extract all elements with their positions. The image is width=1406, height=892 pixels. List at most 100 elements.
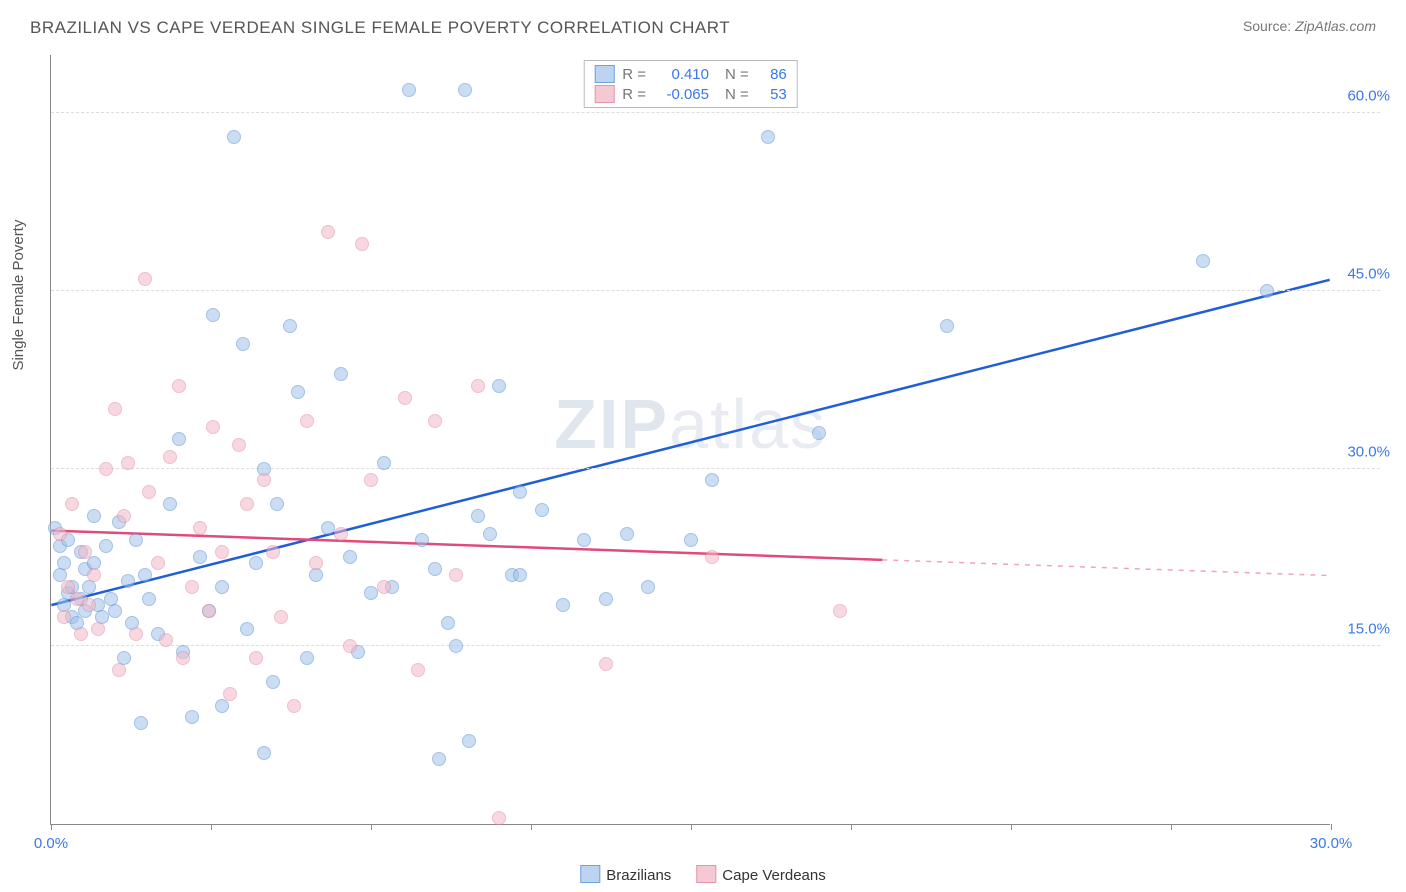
- data-point-cape_verdeans: [428, 414, 442, 428]
- data-point-brazilians: [1260, 284, 1274, 298]
- data-point-brazilians: [99, 539, 113, 553]
- legend-swatch: [594, 85, 614, 103]
- data-point-cape_verdeans: [705, 550, 719, 564]
- legend-correlation-row: R =0.410N =86: [584, 64, 797, 84]
- data-point-brazilians: [108, 604, 122, 618]
- data-point-brazilians: [684, 533, 698, 547]
- data-point-brazilians: [163, 497, 177, 511]
- data-point-cape_verdeans: [300, 414, 314, 428]
- data-point-cape_verdeans: [206, 420, 220, 434]
- data-point-cape_verdeans: [185, 580, 199, 594]
- y-axis-label: Single Female Poverty: [10, 220, 27, 371]
- data-point-brazilians: [441, 616, 455, 630]
- data-point-brazilians: [471, 509, 485, 523]
- x-tick: [371, 824, 372, 830]
- trend-line-cape_verdeans: [51, 531, 882, 560]
- data-point-brazilians: [257, 746, 271, 760]
- data-point-cape_verdeans: [142, 485, 156, 499]
- gridline: [51, 468, 1380, 469]
- legend-swatch: [580, 865, 600, 883]
- data-point-cape_verdeans: [398, 391, 412, 405]
- data-point-brazilians: [343, 550, 357, 564]
- data-point-cape_verdeans: [65, 497, 79, 511]
- data-point-cape_verdeans: [321, 225, 335, 239]
- data-point-cape_verdeans: [240, 497, 254, 511]
- data-point-brazilians: [377, 456, 391, 470]
- y-tick-label: 60.0%: [1335, 88, 1390, 105]
- data-point-brazilians: [172, 432, 186, 446]
- data-point-brazilians: [483, 527, 497, 541]
- data-point-cape_verdeans: [172, 379, 186, 393]
- data-point-cape_verdeans: [193, 521, 207, 535]
- x-tick: [1011, 824, 1012, 830]
- data-point-brazilians: [812, 426, 826, 440]
- legend-r-label: R =: [622, 86, 646, 103]
- data-point-brazilians: [215, 580, 229, 594]
- data-point-cape_verdeans: [257, 473, 271, 487]
- data-point-cape_verdeans: [599, 657, 613, 671]
- data-point-brazilians: [761, 130, 775, 144]
- series-legend: Brazilians Cape Verdeans: [580, 865, 825, 884]
- watermark: ZIPatlas: [554, 384, 827, 464]
- x-tick: [51, 824, 52, 830]
- x-tick-label: 30.0%: [1310, 835, 1353, 852]
- data-point-cape_verdeans: [223, 687, 237, 701]
- data-point-brazilians: [300, 651, 314, 665]
- data-point-cape_verdeans: [57, 610, 71, 624]
- x-tick: [211, 824, 212, 830]
- data-point-brazilians: [138, 568, 152, 582]
- data-point-cape_verdeans: [87, 568, 101, 582]
- data-point-brazilians: [428, 562, 442, 576]
- data-point-brazilians: [1196, 254, 1210, 268]
- gridline: [51, 112, 1380, 113]
- data-point-brazilians: [129, 533, 143, 547]
- data-point-cape_verdeans: [266, 545, 280, 559]
- data-point-brazilians: [206, 308, 220, 322]
- data-point-cape_verdeans: [163, 450, 177, 464]
- data-point-cape_verdeans: [274, 610, 288, 624]
- data-point-brazilians: [57, 556, 71, 570]
- legend-series-item: Cape Verdeans: [696, 865, 825, 884]
- data-point-brazilians: [270, 497, 284, 511]
- data-point-brazilians: [193, 550, 207, 564]
- legend-swatch: [594, 65, 614, 83]
- legend-n-label: N =: [725, 86, 749, 103]
- data-point-brazilians: [940, 319, 954, 333]
- data-point-brazilians: [577, 533, 591, 547]
- data-point-brazilians: [705, 473, 719, 487]
- data-point-cape_verdeans: [99, 462, 113, 476]
- data-point-brazilians: [266, 675, 280, 689]
- data-point-brazilians: [432, 752, 446, 766]
- data-point-cape_verdeans: [176, 651, 190, 665]
- data-point-brazilians: [291, 385, 305, 399]
- data-point-brazilians: [134, 716, 148, 730]
- legend-r-value: 0.410: [654, 66, 709, 83]
- data-point-brazilians: [334, 367, 348, 381]
- legend-series-label: Brazilians: [606, 867, 671, 884]
- data-point-brazilians: [513, 485, 527, 499]
- data-point-cape_verdeans: [91, 622, 105, 636]
- data-point-brazilians: [240, 622, 254, 636]
- y-tick-label: 30.0%: [1335, 443, 1390, 460]
- chart-plot-area: ZIPatlas R =0.410N =86R =-0.065N =53 15.…: [50, 55, 1330, 825]
- data-point-cape_verdeans: [377, 580, 391, 594]
- legend-series-item: Brazilians: [580, 865, 671, 884]
- watermark-thin: atlas: [669, 385, 827, 463]
- data-point-brazilians: [227, 130, 241, 144]
- source-credit: Source: ZipAtlas.com: [1243, 18, 1376, 34]
- legend-series-label: Cape Verdeans: [722, 867, 825, 884]
- data-point-cape_verdeans: [159, 633, 173, 647]
- data-point-cape_verdeans: [364, 473, 378, 487]
- data-point-cape_verdeans: [108, 402, 122, 416]
- chart-title: BRAZILIAN VS CAPE VERDEAN SINGLE FEMALE …: [30, 18, 730, 38]
- data-point-brazilians: [556, 598, 570, 612]
- x-tick-label: 0.0%: [34, 835, 68, 852]
- data-point-cape_verdeans: [151, 556, 165, 570]
- gridline: [51, 290, 1380, 291]
- data-point-cape_verdeans: [492, 811, 506, 825]
- legend-swatch: [696, 865, 716, 883]
- data-point-brazilians: [462, 734, 476, 748]
- data-point-cape_verdeans: [309, 556, 323, 570]
- legend-r-label: R =: [622, 66, 646, 83]
- data-point-cape_verdeans: [121, 456, 135, 470]
